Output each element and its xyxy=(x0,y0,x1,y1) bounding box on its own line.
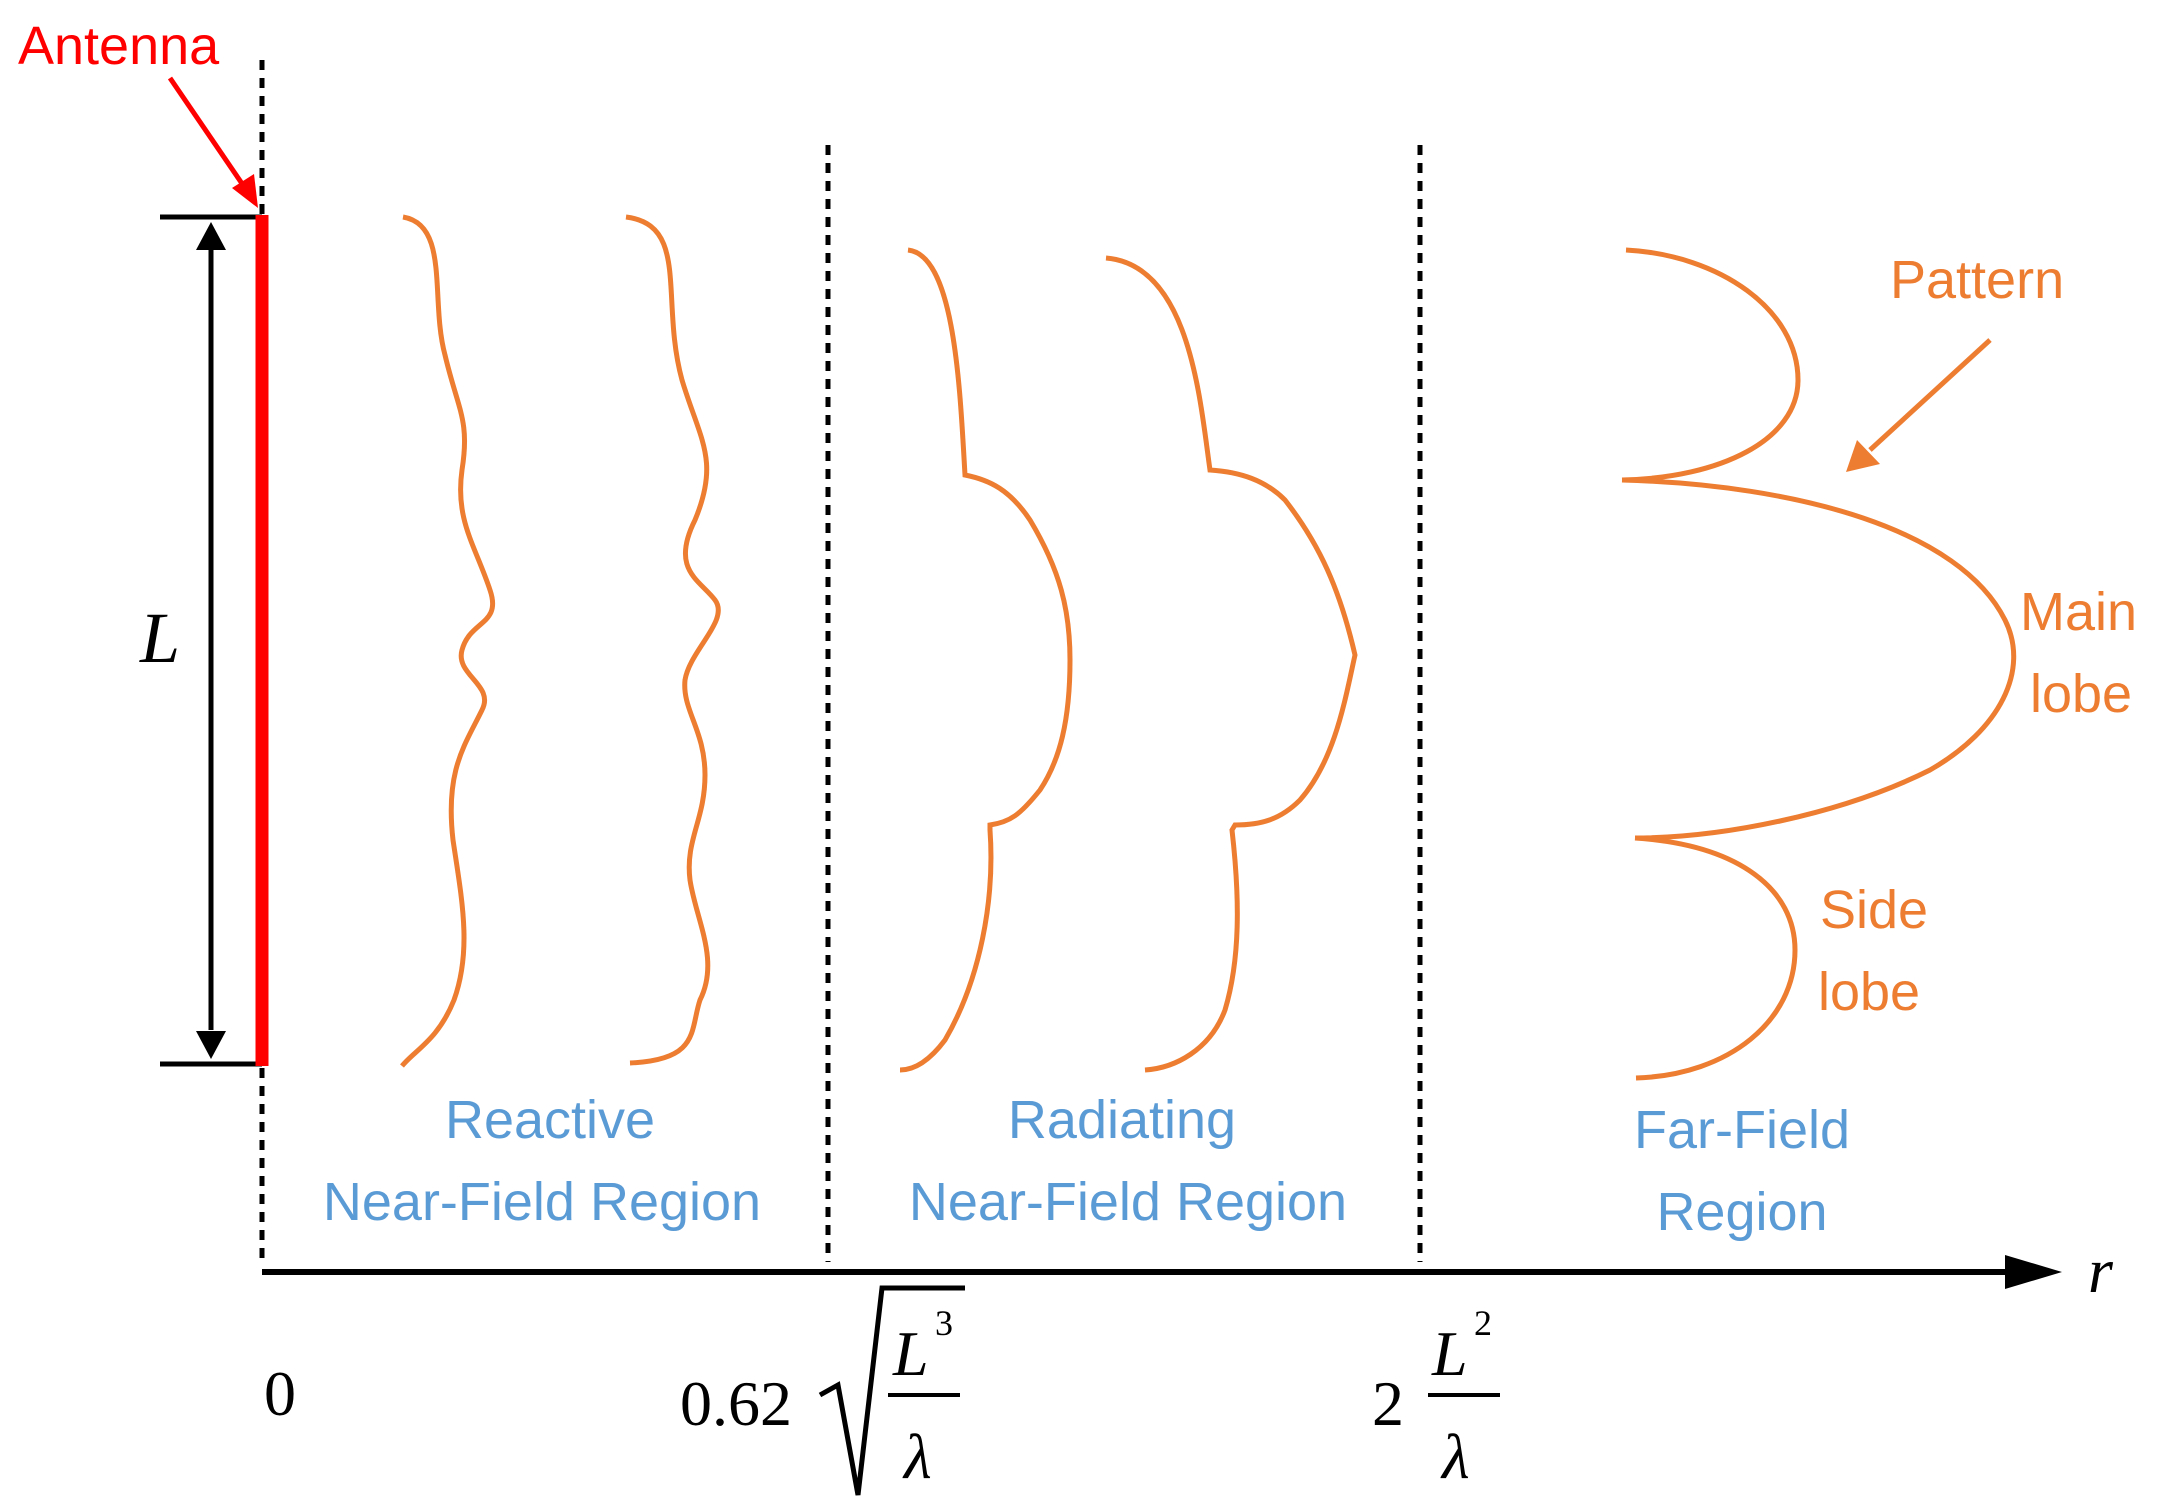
side-lobe-label-line1: Side xyxy=(1820,880,1928,940)
antenna-label: Antenna xyxy=(18,16,220,76)
main-lobe-label-line2: lobe xyxy=(2030,664,2132,724)
svg-text:L: L xyxy=(892,1318,929,1389)
svg-text:λ: λ xyxy=(1440,1421,1470,1492)
svg-text:λ: λ xyxy=(902,1421,932,1492)
far-field-lower-side-lobe xyxy=(1634,835,1798,1081)
main-lobe-label-line1: Main xyxy=(2020,582,2137,642)
tick-label-far-field-boundary: 2 L 2 λ xyxy=(1372,1303,1500,1492)
far-field-region-label-line2: Region xyxy=(1656,1182,1827,1242)
svg-text:2: 2 xyxy=(1372,1368,1404,1439)
tick-label-reactive-boundary: 0.62 L 3 λ xyxy=(680,1285,965,1496)
far-field-main-lobe xyxy=(1621,477,2017,841)
length-dimension xyxy=(160,214,262,1067)
far-field-region-label-line1: Far-Field xyxy=(1634,1100,1850,1160)
radiating-wavefront-1 xyxy=(899,247,1073,1073)
r-axis-label: r xyxy=(2088,1235,2114,1306)
antenna-pointer-arrow xyxy=(167,76,258,208)
svg-text:L: L xyxy=(1431,1318,1468,1389)
pattern-pointer-arrow xyxy=(1846,338,1992,472)
reactive-wavefront-2 xyxy=(625,214,721,1066)
length-label: L xyxy=(139,598,180,678)
reactive-region-label-line2: Near-Field Region xyxy=(323,1172,761,1232)
tick-label-0: 0 xyxy=(264,1358,296,1429)
svg-text:0.62: 0.62 xyxy=(680,1368,792,1439)
radiating-wavefront-2 xyxy=(1105,255,1358,1073)
radiating-region-label-line2: Near-Field Region xyxy=(909,1172,1347,1232)
svg-text:2: 2 xyxy=(1474,1303,1492,1343)
pattern-label: Pattern xyxy=(1890,250,2064,310)
far-field-upper-side-lobe xyxy=(1621,247,1801,483)
side-lobe-label-line2: lobe xyxy=(1818,962,1920,1022)
reactive-wavefront-1 xyxy=(400,214,496,1068)
r-axis xyxy=(262,1255,2062,1289)
svg-text:3: 3 xyxy=(935,1303,953,1343)
radiating-region-label-line1: Radiating xyxy=(1008,1090,1236,1150)
reactive-region-label-line1: Reactive xyxy=(445,1090,655,1150)
